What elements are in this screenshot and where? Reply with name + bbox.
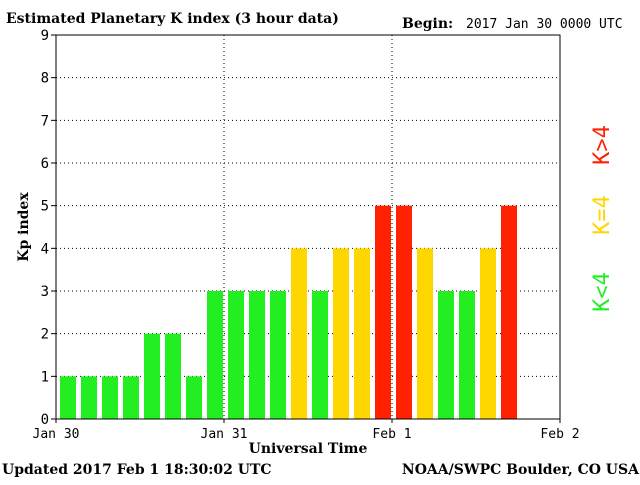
y-tick-label: 1 (41, 369, 49, 385)
x-axis-ticks: Jan 30 Jan 31 Feb 1 Feb 2 (33, 419, 580, 442)
kp-bar (333, 248, 349, 419)
kp-bar (354, 248, 370, 419)
kp-bar (291, 248, 307, 419)
kp-bar (480, 248, 496, 419)
y-tick-label: 8 (41, 71, 49, 87)
kp-bar (102, 376, 118, 419)
legend-entry: K<4 (590, 272, 615, 312)
y-tick-label: 3 (41, 284, 49, 300)
kp-bar (60, 376, 76, 419)
kp-bar (438, 291, 454, 419)
x-tick-label: Feb 2 (540, 427, 579, 442)
y-axis-label: Kp index (16, 192, 32, 262)
kp-bar (123, 376, 139, 419)
kp-bar (396, 205, 412, 419)
kp-bar (165, 333, 181, 419)
kp-bar (207, 291, 223, 419)
kp-bar (417, 248, 433, 419)
updated-text: Updated 2017 Feb 1 18:30:02 UTC (2, 462, 272, 478)
kp-bar (186, 376, 202, 419)
x-tick-label: Jan 30 (33, 427, 80, 442)
kp-bar (228, 291, 244, 419)
begin-label: Begin: (402, 16, 453, 32)
kp-bar (144, 333, 160, 419)
y-tick-label: 5 (41, 199, 49, 215)
y-tick-label: 4 (41, 241, 49, 257)
y-tick-label: 7 (41, 113, 49, 129)
kp-bar (249, 291, 265, 419)
y-axis-ticks: 0 1 2 3 4 5 6 7 8 9 (41, 28, 56, 428)
kp-bar (501, 205, 517, 419)
y-tick-label: 2 (41, 327, 49, 343)
source-text: NOAA/SWPC Boulder, CO USA (402, 462, 640, 478)
x-tick-label: Feb 1 (372, 427, 411, 442)
kp-bar (81, 376, 97, 419)
y-tick-label: 0 (41, 412, 49, 428)
y-tick-label: 6 (41, 156, 49, 172)
plot-frame (55, 34, 561, 420)
y-tick-label: 9 (41, 28, 49, 44)
kp-bar (312, 291, 328, 419)
x-tick-label: Jan 31 (201, 427, 248, 442)
kp-bar (459, 291, 475, 419)
legend-entry: K>4 (590, 125, 615, 165)
begin-value: 2017 Jan 30 0000 UTC (466, 17, 623, 32)
kp-bar (375, 205, 391, 419)
x-axis-label: Universal Time (249, 441, 368, 457)
legend: K<4 K=4 K>4 (590, 125, 615, 312)
bars-group (60, 205, 517, 419)
legend-entry: K=4 (590, 195, 615, 235)
kp-bar (270, 291, 286, 419)
chart-title: Estimated Planetary K index (3 hour data… (6, 11, 339, 27)
